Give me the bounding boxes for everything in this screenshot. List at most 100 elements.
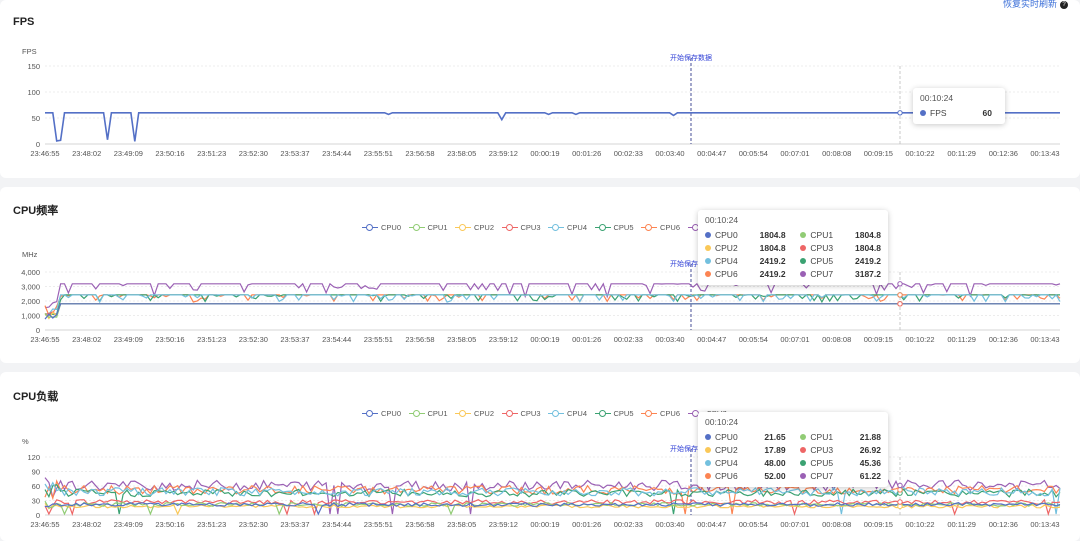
legend-label: CPU5 [613,409,634,418]
tooltip-row: CPU2 17.89 CPU3 26.92 [705,443,881,456]
tooltip-series-value: 45.36 [859,457,881,468]
tooltip-series-dot [705,257,711,264]
tooltip-series-name: CPU7 [810,470,834,481]
series-line-cpu0 [45,502,1061,516]
tooltip-series-dot [705,244,711,251]
tooltip-row: CPU4 48.00 CPU5 45.36 [705,456,881,469]
legend-symbol [548,224,564,232]
save-marker-label: 开始保存数据 [670,444,712,453]
series-line-cpu3 [44,303,1060,317]
fps-chart[interactable]: FPS 150 100 50 023:46:55 23:48:02 23:49:09 23:5… [0,0,1080,178]
x-tick-label: 23:58:05 [447,520,476,529]
x-tick-label: 00:01:26 [572,149,601,158]
legend-symbol [641,410,657,418]
y-tick-label: 150 [27,62,40,71]
series-line-fps [45,112,1060,142]
series-line-cpu0 [44,303,1060,320]
tooltip-series-dot [920,109,926,116]
legend-item-cpu2[interactable]: CPU2 [455,409,494,418]
tooltip-series-name: CPU5 [810,457,834,468]
x-tick-label: 23:46:55 [30,520,59,529]
tooltip-series-name: FPS [930,107,947,118]
y-axis-unit: FPS [22,47,37,56]
cpu-freq-tooltip: 00:10:24 CPU0 1804.8 CPU1 1804.8 CPU2 1804.8 CP… [698,210,888,285]
x-tick-label: 00:02:33 [614,520,643,529]
x-tick-label: 00:08:08 [822,335,851,344]
tooltip-series-dot [800,472,807,479]
legend-symbol [594,224,611,232]
x-tick-label: 00:08:08 [822,149,851,158]
hover-point-cpu6 [897,487,903,493]
x-tick-label: 00:04:47 [697,335,726,344]
tooltip-series-value: 21.88 [859,431,881,442]
legend-item-cpu4[interactable]: CPU4 [548,409,587,418]
hover-point-cpu6 [897,292,903,298]
legend-item-cpu5[interactable]: CPU5 [594,409,634,418]
hover-point-cpu7 [897,482,903,489]
legend-item-cpu6[interactable]: CPU6 [641,223,680,232]
tooltip-series-dot [800,257,807,264]
cpu-freq-chart[interactable]: MHz 4,000 3,000 2,000 1,000 023:46:55 23:48:02… [0,187,1080,363]
tooltip-series-value: 21.65 [764,431,786,442]
x-tick-label: 23:52:30 [239,520,268,529]
tooltip-series-name: CPU1 [810,229,834,240]
help-icon[interactable]: ? [1060,1,1068,9]
legend-item-cpu3[interactable]: CPU3 [501,223,541,232]
tooltip-series-value: 26.92 [859,444,881,455]
series-line-cpu1 [44,500,1061,516]
y-tick-label: 0 [36,326,40,335]
tooltip-series-dot [800,446,807,453]
y-tick-label: 1,000 [21,312,40,321]
series-line-cpu7 [44,477,1061,515]
x-tick-label: 23:46:55 [30,149,59,158]
x-tick-label: 00:10:22 [905,149,934,158]
x-tick-label: 23:46:55 [30,335,59,344]
x-tick-label: 23:54:44 [322,520,351,529]
legend-label: CPU2 [474,223,495,232]
legend-item-cpu0[interactable]: CPU0 [362,409,401,418]
cpu-load-panel: CPU负载 CPU0 CPU1 CPU2 CPU3 CPU4 CPU5 CPU6 CPU7 %… [0,372,1080,541]
legend-label: CPU6 [660,223,681,232]
legend-item-cpu4[interactable]: CPU4 [548,223,587,232]
tooltip-series-value: 52.00 [764,470,786,481]
legend-item-cpu1[interactable]: CPU1 [408,409,448,418]
x-tick-label: 23:54:44 [322,149,351,158]
x-tick-label: 23:52:30 [239,149,268,158]
series-line-cpu4 [44,293,1061,315]
series-line-cpu2 [44,303,1060,320]
tooltip-series-name: CPU1 [810,431,834,442]
tooltip-series-dot [800,244,807,251]
legend-item-cpu3[interactable]: CPU3 [501,409,541,418]
cpu-freq-panel: CPU频率 CPU0 CPU1 CPU2 CPU3 CPU4 CPU5 CPU6 CPU7 M… [0,187,1080,363]
legend-symbol [641,224,657,232]
cpu-load-chart[interactable]: % 120 90 60 30 023:46:55 23:48:02 23:49:09 23:50… [0,372,1080,541]
tooltip-time: 00:10:24 [920,93,954,103]
legend-item-cpu6[interactable]: CPU6 [641,409,680,418]
y-tick-label: 0 [36,140,40,149]
x-tick-label: 23:48:02 [72,149,101,158]
legend-symbol [408,224,425,232]
y-tick-label: 100 [27,88,40,97]
legend-item-cpu5[interactable]: CPU5 [594,223,634,232]
tooltip-series-value: 48.00 [764,457,786,468]
tooltip-series-name: CPU7 [810,268,834,279]
tooltip-series-dot [705,433,711,440]
tooltip-series-dot [800,459,807,466]
legend-item-cpu2[interactable]: CPU2 [455,223,494,232]
legend-item-cpu1[interactable]: CPU1 [408,223,448,232]
x-tick-label: 00:05:54 [739,335,768,344]
hover-point-fps [897,110,903,116]
x-tick-label: 23:56:58 [405,149,434,158]
x-tick-label: 00:03:40 [655,520,684,529]
x-tick-label: 23:51:23 [197,520,226,529]
x-tick-label: 23:50:16 [155,335,184,344]
tooltip-series-name: CPU6 [715,268,738,279]
legend-label: CPU1 [427,409,448,418]
resume-realtime-link[interactable]: 恢复实时刷新? [1003,0,1068,10]
legend-item-cpu0[interactable]: CPU0 [362,223,401,232]
tooltip-series-name: CPU2 [715,444,738,455]
tooltip-series-name: CPU5 [810,255,834,266]
legend-symbol [455,224,471,232]
tooltip-series-dot [705,446,711,453]
tooltip-row: CPU2 1804.8 CPU3 1804.8 [705,241,881,254]
